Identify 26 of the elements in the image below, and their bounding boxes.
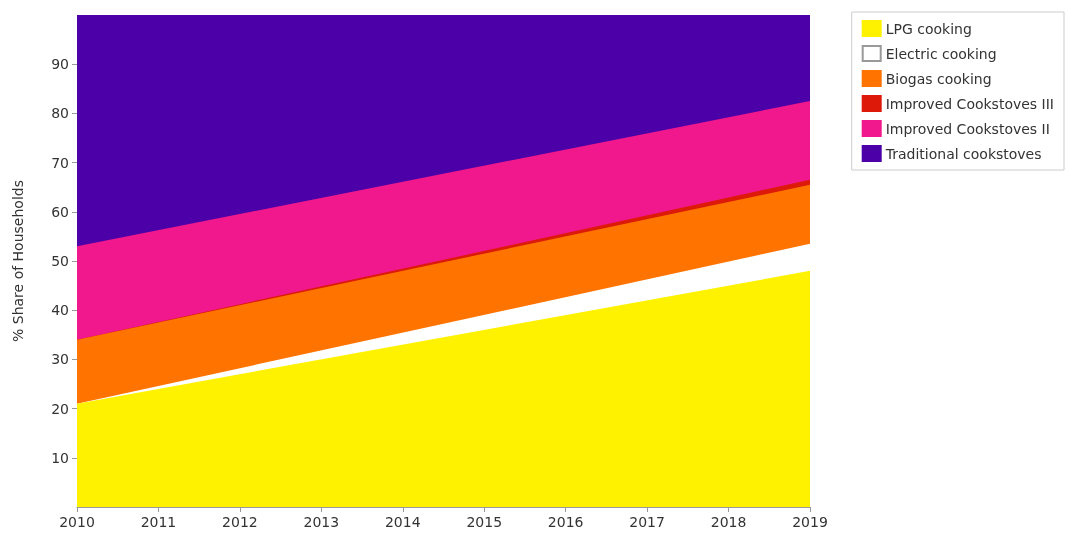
x-tick-label: 2010 xyxy=(59,514,95,530)
y-tick-label: 30 xyxy=(51,351,69,368)
legend-label: Biogas cooking xyxy=(885,70,992,87)
legend-label: Improved Cookstoves II xyxy=(885,120,1050,137)
y-tick-label: 20 xyxy=(51,400,69,417)
x-tick-label: 2017 xyxy=(629,514,665,530)
y-axis-title: % Share of Households xyxy=(10,180,26,342)
y-tick-label: 60 xyxy=(51,203,69,220)
x-tick-label: 2015 xyxy=(466,514,503,530)
legend-label: LPG cooking xyxy=(885,20,972,37)
y-tick-label: 90 xyxy=(51,56,69,73)
y-tick-label: 50 xyxy=(51,253,69,269)
x-tick-label: 2019 xyxy=(792,514,828,530)
x-tick-label: 2011 xyxy=(140,514,177,530)
legend-label: Electric cooking xyxy=(885,45,997,62)
x-tick-label: 2014 xyxy=(384,514,421,530)
x-tick-label: 2012 xyxy=(222,514,258,530)
y-tick-label: 80 xyxy=(51,105,69,122)
y-tick-label: 70 xyxy=(51,154,69,171)
y-tick-label: 10 xyxy=(51,449,69,466)
x-tick-label: 2016 xyxy=(547,514,584,530)
legend-label: Improved Cookstoves III xyxy=(885,95,1054,112)
x-tick-label: 2013 xyxy=(303,514,340,530)
x-tick-label: 2018 xyxy=(710,514,747,530)
legend-label: Traditional cookstoves xyxy=(884,145,1042,162)
y-tick-label: 40 xyxy=(51,302,69,319)
